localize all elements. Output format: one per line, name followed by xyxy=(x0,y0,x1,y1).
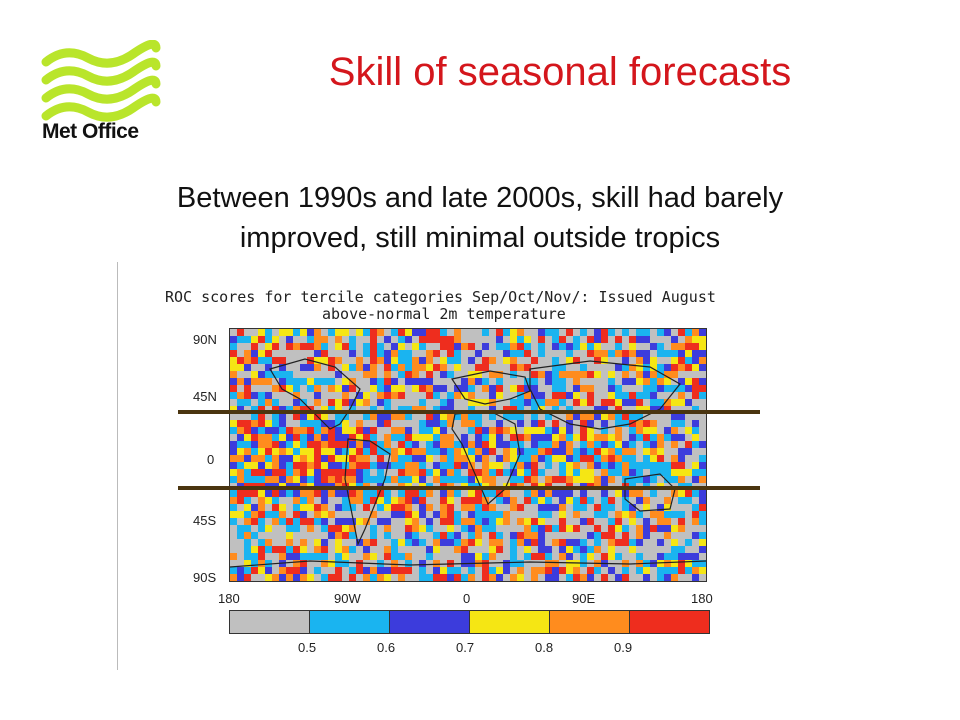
subtitle: Between 1990s and late 2000s, skill had … xyxy=(60,178,900,258)
lat-label: 90S xyxy=(193,570,217,585)
map-raster-icon xyxy=(230,329,706,581)
page-title: Skill of seasonal forecasts xyxy=(328,50,792,94)
lat-label: 45S xyxy=(193,513,217,528)
lat-label: 90N xyxy=(193,332,217,347)
tropics-upper-line xyxy=(178,410,760,414)
roc-score-map xyxy=(229,328,707,582)
figure-title-line-2: above-normal 2m temperature xyxy=(322,305,566,323)
lon-label: 90E xyxy=(572,591,596,606)
subtitle-line-2: improved, still minimal outside tropics xyxy=(239,222,721,254)
subtitle-line-1: Between 1990s and late 2000s, skill had … xyxy=(176,182,784,214)
lon-label: 90W xyxy=(334,591,361,606)
colorbar-tick: 0.9 xyxy=(614,640,633,655)
colorbar-tick: 0.7 xyxy=(456,640,475,655)
colorbar-swatch xyxy=(470,611,550,633)
lat-label: 0 xyxy=(207,452,215,467)
colorbar-swatch xyxy=(550,611,630,633)
lon-label: 0 xyxy=(463,591,471,606)
met-office-logo-icon xyxy=(41,40,161,122)
figure-left-border xyxy=(117,262,118,670)
colorbar-tick: 0.6 xyxy=(377,640,396,655)
colorbar-swatch xyxy=(390,611,470,633)
lat-label: 45N xyxy=(193,389,217,404)
colorbar-swatch xyxy=(230,611,310,633)
colorbar xyxy=(229,610,710,634)
lon-label: 180 xyxy=(218,591,240,606)
logo-text: Met Office xyxy=(42,120,139,143)
colorbar-tick: 0.5 xyxy=(298,640,317,655)
tropics-lower-line xyxy=(178,486,760,490)
figure-title-line-1: ROC scores for tercile categories Sep/Oc… xyxy=(165,288,716,306)
colorbar-swatch xyxy=(630,611,709,633)
lon-label: 180 xyxy=(691,591,713,606)
colorbar-swatch xyxy=(310,611,390,633)
colorbar-tick: 0.8 xyxy=(535,640,554,655)
